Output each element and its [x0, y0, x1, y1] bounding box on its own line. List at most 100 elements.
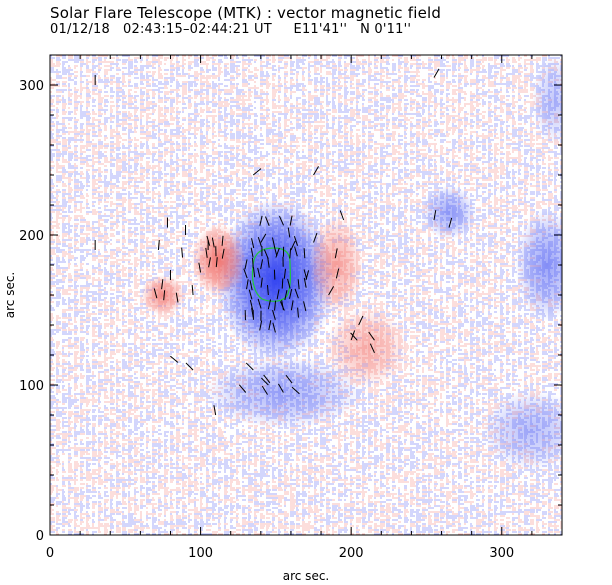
field-vector — [263, 374, 271, 384]
field-vector — [291, 386, 300, 395]
observation-date: 01/12/18 — [50, 22, 110, 37]
plot-title: Solar Flare Telescope (MTK) : vector mag… — [50, 4, 442, 22]
field-vector — [260, 233, 267, 243]
field-vector — [433, 68, 440, 78]
field-vector — [267, 299, 272, 310]
field-vector — [303, 277, 307, 288]
x-tick-label: 300 — [489, 546, 514, 561]
field-vector — [271, 237, 276, 248]
positive-polarity-region — [191, 224, 246, 297]
y-tick-label: 200 — [19, 229, 44, 244]
x-tick-label: 0 — [46, 546, 54, 561]
field-vector — [259, 215, 263, 226]
magnetogram-regions — [140, 55, 562, 471]
field-vector — [290, 300, 294, 311]
field-vector — [215, 257, 218, 268]
field-vector — [287, 278, 291, 289]
field-vector — [260, 259, 264, 270]
field-vector — [246, 279, 249, 290]
field-vector — [303, 248, 306, 259]
field-vector — [163, 290, 166, 301]
field-vector — [260, 277, 263, 288]
field-vector — [243, 268, 248, 279]
y-axis-label: arc sec. — [3, 272, 17, 318]
field-vector — [287, 227, 291, 238]
field-vector — [185, 362, 194, 371]
negative-polarity-region — [217, 199, 335, 361]
positive-polarity-region — [325, 307, 407, 388]
field-vector — [279, 215, 284, 226]
field-vector — [249, 300, 254, 310]
field-vector — [294, 288, 299, 299]
field-vector — [297, 279, 300, 290]
field-vector — [339, 210, 345, 221]
field-vector — [272, 310, 276, 320]
field-vector — [257, 236, 262, 247]
field-vector — [260, 377, 269, 386]
field-vector — [289, 248, 292, 259]
field-vector — [175, 292, 179, 303]
field-vector — [161, 279, 164, 290]
x-axis: 0 100 200 300 — [46, 55, 563, 561]
field-vector — [290, 240, 296, 251]
y-tick-label: 0 — [36, 529, 44, 544]
field-vector — [257, 298, 262, 309]
field-vector — [328, 286, 335, 296]
field-vector — [369, 343, 375, 354]
field-vector — [250, 247, 254, 258]
field-vector — [274, 300, 277, 311]
field-vector — [221, 235, 224, 246]
field-vector — [350, 332, 358, 341]
field-vector — [208, 257, 211, 268]
y-tick-label: 300 — [19, 79, 44, 94]
field-vector — [303, 301, 307, 312]
field-vector — [283, 268, 287, 279]
field-vector — [313, 166, 319, 176]
x-tick-label: 100 — [188, 546, 213, 561]
field-vector — [335, 268, 340, 279]
field-contour — [251, 247, 291, 302]
field-vector — [293, 236, 299, 246]
negative-polarity-region — [515, 208, 562, 322]
field-vector — [277, 383, 284, 393]
positive-polarity-region — [309, 215, 364, 315]
field-vector — [248, 289, 253, 300]
field-vector — [170, 355, 179, 363]
plot-subtitle: 01/12/18 02:43:15–02:44:21 UT E11'41'' N… — [50, 22, 411, 37]
field-vector — [259, 320, 263, 331]
field-vector — [279, 301, 285, 311]
field-vector — [205, 247, 208, 258]
field-vector — [294, 246, 298, 257]
field-vector — [448, 217, 453, 228]
observation-time-range: 02:43:15–02:44:21 UT — [123, 22, 272, 37]
field-vector — [263, 249, 269, 259]
field-vector — [153, 288, 158, 299]
field-vector — [289, 215, 293, 226]
field-vector — [252, 168, 262, 176]
x-tick-label: 200 — [339, 546, 364, 561]
field-vector — [191, 284, 194, 296]
field-vector — [276, 289, 280, 300]
field-vector — [257, 267, 261, 278]
field-vector — [261, 385, 268, 395]
field-vector — [281, 278, 284, 289]
field-vector — [265, 216, 270, 227]
negative-polarity-region — [482, 389, 562, 471]
x-axis-label: arc sec. — [283, 569, 329, 583]
field-vector — [267, 257, 270, 268]
field-vector — [221, 248, 225, 259]
field-vector — [157, 239, 160, 251]
field-vector — [206, 235, 211, 246]
negative-polarity-region — [421, 185, 477, 240]
field-vector — [289, 288, 293, 299]
field-vector — [272, 322, 276, 333]
vector-field — [94, 68, 453, 416]
observation-position: E11'41'' N 0'11'' — [293, 22, 412, 37]
field-vector — [213, 405, 217, 416]
field-vector — [297, 307, 299, 318]
field-vector — [249, 280, 253, 291]
field-vector — [266, 284, 269, 296]
negative-polarity-region — [531, 55, 562, 145]
field-vector — [245, 362, 254, 371]
